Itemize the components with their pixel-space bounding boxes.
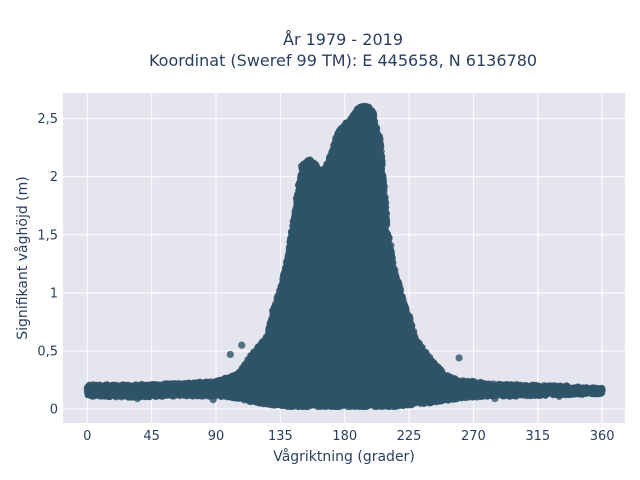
chart-title-line-1: År 1979 - 2019 <box>283 30 403 49</box>
chart-title-line-2: Koordinat (Sweref 99 TM): E 445658, N 61… <box>149 51 537 70</box>
